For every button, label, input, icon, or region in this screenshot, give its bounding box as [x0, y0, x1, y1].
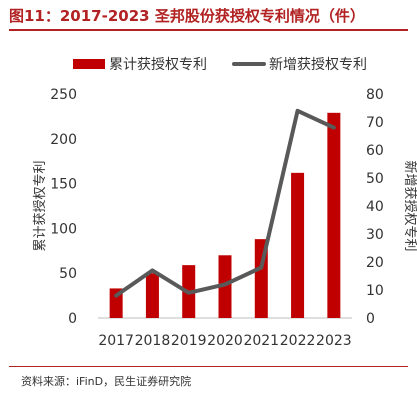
y-left-axis-label: 累计获授权专利 — [32, 160, 48, 251]
bar — [109, 288, 123, 318]
y-right-tick-label: 30 — [366, 227, 384, 243]
y-right-tick-label: 0 — [366, 311, 375, 327]
x-tick-label: 2023 — [316, 333, 352, 349]
x-tick-label: 2022 — [280, 333, 316, 349]
line-point — [223, 283, 227, 286]
line-point — [260, 266, 263, 269]
source-rule — [9, 366, 408, 367]
x-tick-label: 2017 — [98, 333, 134, 349]
y-left-tick-label: 250 — [50, 87, 77, 103]
x-tick-label: 2020 — [207, 333, 243, 349]
bar-series — [109, 112, 341, 318]
line-point — [332, 126, 336, 129]
line-point — [187, 291, 190, 294]
y-right-tick-label: 40 — [366, 199, 384, 215]
y-left-tick-label: 200 — [50, 132, 77, 148]
y-right-tick-label: 50 — [366, 171, 384, 187]
x-tick-label: 2018 — [135, 333, 171, 349]
legend: 累计获授权专利 新增获授权专利 — [73, 57, 367, 73]
chart-title: 图11：2017-2023 圣邦股份获授权专利情况（件） — [9, 7, 365, 25]
legend-label-line: 新增获授权专利 — [269, 57, 367, 73]
y-right-tick-label: 80 — [366, 87, 384, 103]
y-left-tick-label: 50 — [59, 266, 77, 282]
chart: 累计获授权专利 新增获授权专利 0501001502002500102030405… — [32, 57, 417, 349]
y-left-tick-label: 0 — [68, 311, 77, 327]
y-right-tick-label: 60 — [366, 143, 384, 159]
line-series — [114, 108, 336, 298]
legend-label-bar: 累计获授权专利 — [109, 57, 207, 73]
bar — [291, 172, 305, 318]
x-tick-label: 2021 — [243, 333, 279, 349]
line-point — [296, 109, 299, 113]
x-tick-label: 2019 — [171, 333, 207, 349]
title-rule — [9, 29, 408, 31]
bar — [218, 255, 232, 318]
y-right-tick-label: 20 — [366, 255, 384, 271]
y-left-tick-label: 150 — [50, 177, 77, 193]
y-right-tick-label: 70 — [366, 115, 384, 131]
bar — [145, 273, 159, 318]
y-right-axis-label: 新增获授权专利 — [402, 160, 417, 251]
legend-swatch-bar — [73, 59, 105, 69]
bar — [327, 112, 341, 318]
y-right-tick-label: 10 — [366, 283, 384, 299]
y-left-tick-label: 100 — [50, 221, 77, 237]
line-point — [114, 294, 118, 297]
source-note: 资料来源：iFinD，民生证券研究院 — [21, 375, 192, 388]
line-point — [151, 269, 154, 272]
axis-labels: 0 50 100 150 200 250 0 10 20 30 40 50 60 70 80 2017 2018… — [32, 87, 417, 349]
